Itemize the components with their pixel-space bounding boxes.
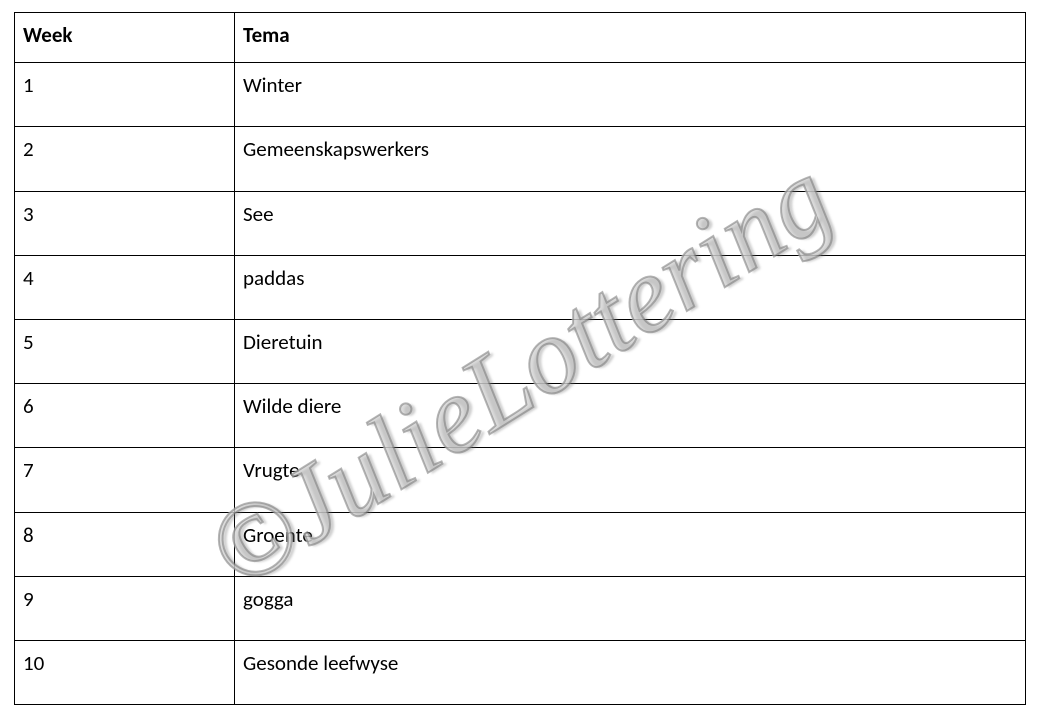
table-header-row: Week Tema bbox=[15, 13, 1026, 63]
cell-tema: Groente bbox=[235, 512, 1026, 576]
cell-tema: Wilde diere bbox=[235, 384, 1026, 448]
table-row: 5 Dieretuin bbox=[15, 319, 1026, 383]
cell-week: 9 bbox=[15, 576, 235, 640]
cell-week: 1 bbox=[15, 63, 235, 127]
table-row: 6 Wilde diere bbox=[15, 384, 1026, 448]
cell-week: 5 bbox=[15, 319, 235, 383]
cell-week: 2 bbox=[15, 127, 235, 191]
table-row: 3 See bbox=[15, 191, 1026, 255]
table-row: 2 Gemeenskapswerkers bbox=[15, 127, 1026, 191]
cell-week: 7 bbox=[15, 448, 235, 512]
cell-tema: Vrugte bbox=[235, 448, 1026, 512]
column-header-week: Week bbox=[15, 13, 235, 63]
schedule-table: Week Tema 1 Winter 2 Gemeenskapswerkers … bbox=[14, 12, 1026, 705]
cell-week: 3 bbox=[15, 191, 235, 255]
cell-week: 8 bbox=[15, 512, 235, 576]
cell-tema: paddas bbox=[235, 255, 1026, 319]
table-row: 4 paddas bbox=[15, 255, 1026, 319]
table-row: 10 Gesonde leefwyse bbox=[15, 640, 1026, 704]
cell-week: 6 bbox=[15, 384, 235, 448]
table-row: 9 gogga bbox=[15, 576, 1026, 640]
cell-tema: gogga bbox=[235, 576, 1026, 640]
cell-tema: Gemeenskapswerkers bbox=[235, 127, 1026, 191]
cell-tema: Winter bbox=[235, 63, 1026, 127]
document-page: Week Tema 1 Winter 2 Gemeenskapswerkers … bbox=[0, 0, 1040, 720]
cell-week: 10 bbox=[15, 640, 235, 704]
table-row: 8 Groente bbox=[15, 512, 1026, 576]
cell-week: 4 bbox=[15, 255, 235, 319]
table-row: 7 Vrugte bbox=[15, 448, 1026, 512]
cell-tema: Gesonde leefwyse bbox=[235, 640, 1026, 704]
table-row: 1 Winter bbox=[15, 63, 1026, 127]
cell-tema: Dieretuin bbox=[235, 319, 1026, 383]
cell-tema: See bbox=[235, 191, 1026, 255]
column-header-tema: Tema bbox=[235, 13, 1026, 63]
